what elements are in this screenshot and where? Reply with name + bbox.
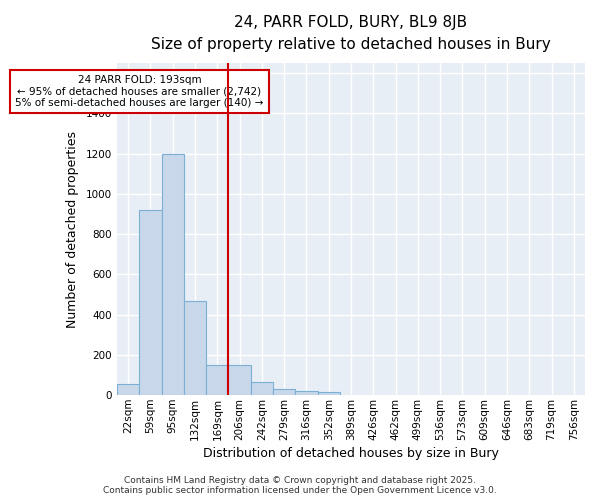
Y-axis label: Number of detached properties: Number of detached properties [66, 130, 79, 328]
Text: Contains HM Land Registry data © Crown copyright and database right 2025.
Contai: Contains HM Land Registry data © Crown c… [103, 476, 497, 495]
Bar [251, 382, 273, 395]
Bar [161, 154, 184, 395]
Bar [317, 392, 340, 395]
Bar [184, 300, 206, 395]
X-axis label: Distribution of detached houses by size in Bury: Distribution of detached houses by size … [203, 447, 499, 460]
Bar [139, 210, 161, 395]
Title: 24, PARR FOLD, BURY, BL9 8JB
Size of property relative to detached houses in Bur: 24, PARR FOLD, BURY, BL9 8JB Size of pro… [151, 15, 551, 52]
Bar [295, 391, 317, 395]
Bar [117, 384, 139, 395]
Bar [206, 365, 229, 395]
Bar [273, 389, 295, 395]
Bar [229, 365, 251, 395]
Text: 24 PARR FOLD: 193sqm
← 95% of detached houses are smaller (2,742)
5% of semi-det: 24 PARR FOLD: 193sqm ← 95% of detached h… [15, 74, 263, 108]
